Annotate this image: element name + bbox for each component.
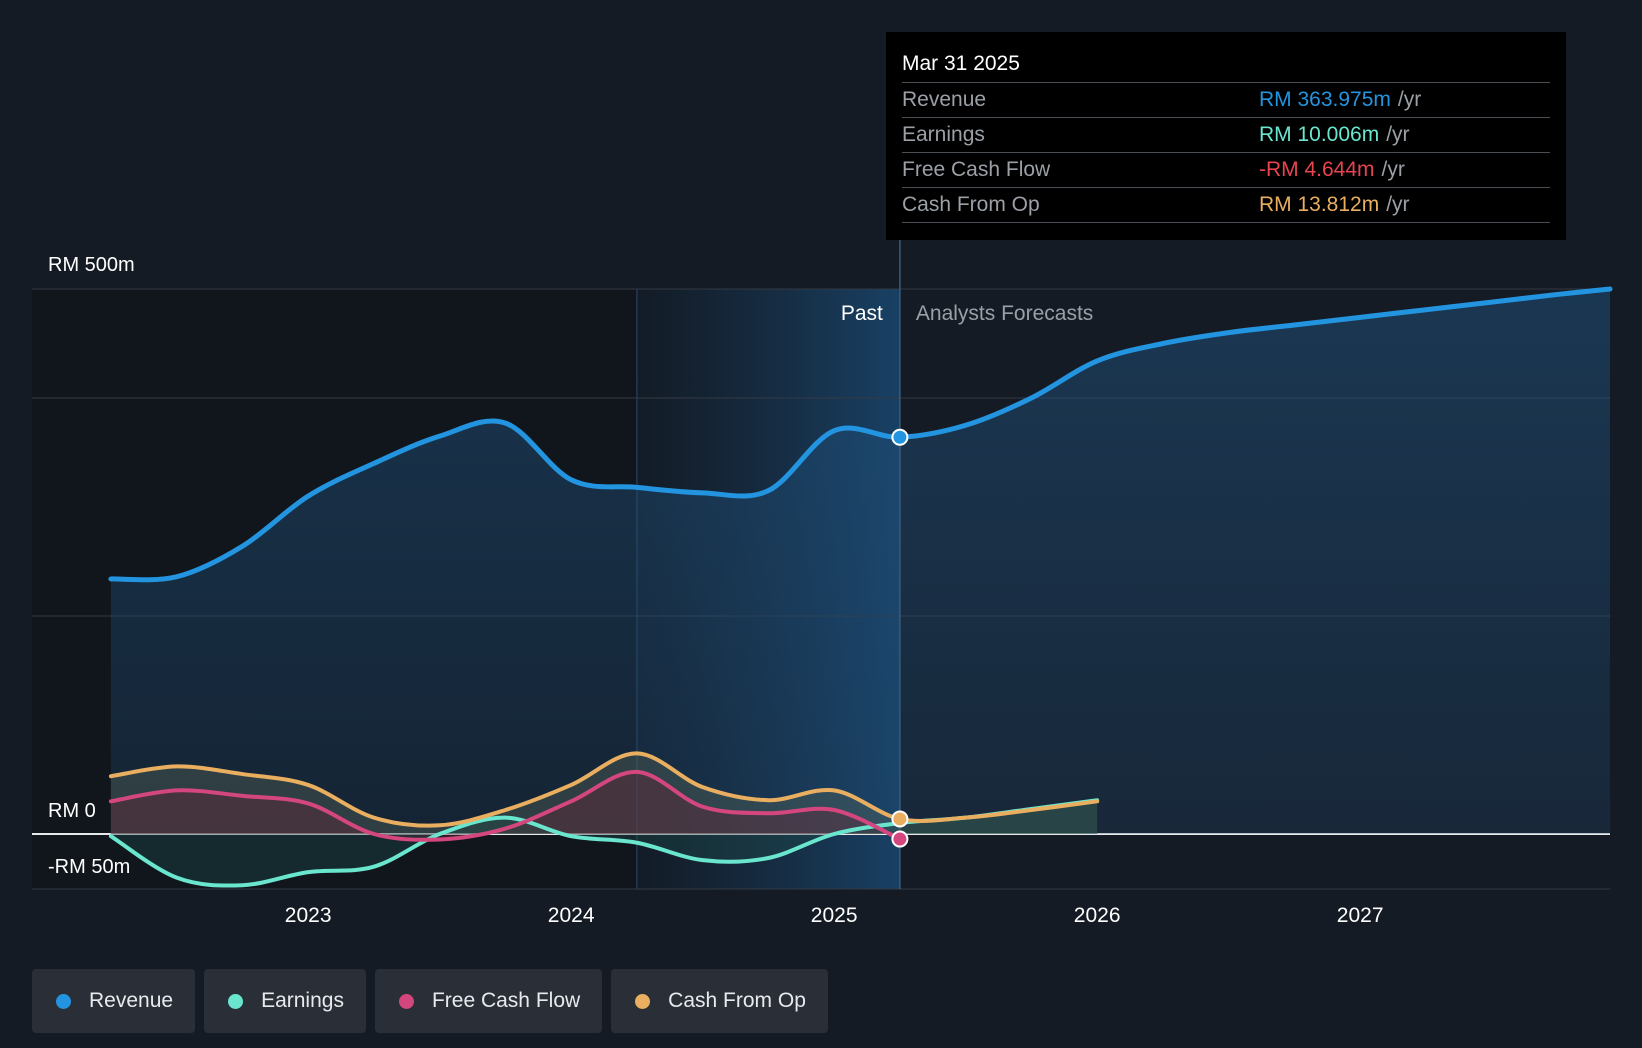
x-tick-label: 2027 xyxy=(1337,904,1384,927)
tooltip-row-value: -RM 4.644m xyxy=(1259,158,1375,181)
revenue-area xyxy=(110,289,1610,834)
tooltip-row-unit: /yr xyxy=(1397,88,1422,111)
revenue-line xyxy=(108,286,1613,583)
past-label: Past xyxy=(841,302,883,325)
tooltip-row-label: Revenue xyxy=(902,88,987,111)
legend-dot-icon xyxy=(398,993,414,1009)
tooltip-row: Cash From Op RM 13.812m/yr xyxy=(902,187,1550,223)
tooltip-row: Free Cash Flow -RM 4.644m/yr xyxy=(902,152,1550,187)
x-tick-label: 2023 xyxy=(285,904,332,927)
revenue-marker xyxy=(891,428,909,446)
legend-label: Revenue xyxy=(89,989,174,1012)
legend: Revenue Earnings Free Cash Flow Cash From O… xyxy=(32,969,828,1033)
tooltip-row: Earnings RM 10.006m/yr xyxy=(902,117,1550,152)
legend-item-free-cash-flow[interactable]: Free Cash Flow xyxy=(374,969,603,1033)
tooltip-row-value: RM 13.812m xyxy=(1259,193,1380,216)
tooltip-row-label: Cash From Op xyxy=(902,193,1040,216)
tooltip-row-label: Earnings xyxy=(902,123,985,146)
tooltip-row-unit: /yr xyxy=(1386,193,1410,216)
legend-label: Free Cash Flow xyxy=(431,989,581,1012)
tooltip-row-value: RM 10.006m xyxy=(1259,123,1380,146)
tooltip-row-value: RM 363.975m xyxy=(1259,88,1391,111)
tooltip-row-label: Free Cash Flow xyxy=(902,158,1051,181)
legend-item-earnings[interactable]: Earnings xyxy=(204,969,366,1033)
legend-dot-icon xyxy=(635,993,651,1009)
free-cash-flow-marker xyxy=(891,830,909,848)
legend-dot-icon xyxy=(56,993,71,1009)
x-tick-label: 2026 xyxy=(1074,904,1121,927)
y-axis-label: RM 500m xyxy=(48,254,135,276)
tooltip-row: Revenue RM 363.975m/yr xyxy=(902,82,1550,117)
legend-item-revenue[interactable]: Revenue xyxy=(32,969,196,1033)
tooltip: Mar 31 2025 Revenue RM 363.975m/yr Earning… xyxy=(886,32,1566,240)
x-tick-label: 2025 xyxy=(811,904,858,927)
x-tick-label: 2024 xyxy=(548,904,595,927)
legend-dot-icon xyxy=(228,993,244,1009)
tooltip-row-unit: /yr xyxy=(1381,158,1405,181)
y-axis-label: -RM 50m xyxy=(48,856,130,878)
tooltip-date: Mar 31 2025 xyxy=(902,52,1020,75)
free-cash-flow-area xyxy=(110,771,900,840)
free-cash-flow-line xyxy=(108,769,902,842)
earnings-area xyxy=(110,800,1098,886)
y-axis-label: RM 0 xyxy=(48,800,96,822)
cash-from-op-marker xyxy=(891,810,909,828)
legend-label: Cash From Op xyxy=(668,989,806,1012)
legend-item-cash-from-op[interactable]: Cash From Op xyxy=(611,969,828,1033)
cash-from-op-line xyxy=(108,751,1100,828)
forecast-label: Analysts Forecasts xyxy=(916,302,1093,325)
chart: RM 500m RM 0 -RM 50m 2023 2024 2025 2026 2027 Pa… xyxy=(32,240,1613,927)
tooltip-row-unit: /yr xyxy=(1386,123,1410,146)
legend-label: Earnings xyxy=(261,989,344,1012)
